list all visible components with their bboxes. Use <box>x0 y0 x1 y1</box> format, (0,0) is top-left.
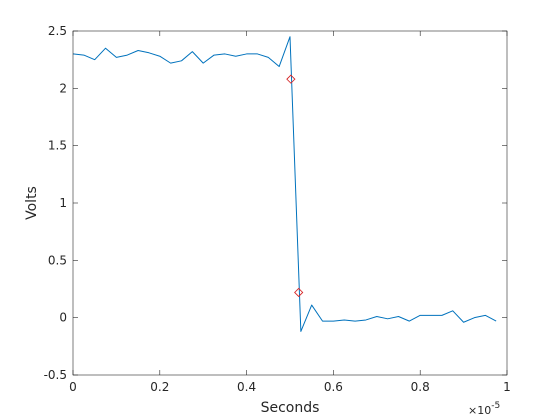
x-axis-label: Seconds <box>261 400 320 416</box>
x-tick-label: 0.8 <box>411 380 430 394</box>
y-tick-label: -0.5 <box>44 368 67 382</box>
y-tick-label: 2.5 <box>48 24 67 38</box>
x-tick-label: 0.4 <box>237 380 256 394</box>
diamond-marker <box>286 74 296 84</box>
y-tick-label: 0 <box>59 311 67 325</box>
y-tick-label: 2 <box>59 81 67 95</box>
x-tick-label: 0.2 <box>150 380 169 394</box>
x-exponent-base: ×10 <box>468 404 491 417</box>
series-line <box>72 36 497 332</box>
plot-area <box>73 31 507 375</box>
x-exponent-power: -5 <box>491 401 500 411</box>
x-tick-label: 0 <box>69 380 77 394</box>
marker-layer <box>286 74 304 298</box>
y-tick-label: 0.5 <box>48 253 67 267</box>
diamond-marker <box>294 287 304 298</box>
x-tick-label: 0.6 <box>324 380 343 394</box>
x-exponent-label: ×10-5 <box>468 401 500 417</box>
y-tick-label: 1.5 <box>48 139 67 153</box>
x-tick-label: 1 <box>503 380 511 394</box>
y-tick-label: 1 <box>59 196 67 210</box>
tick-layer: 0 0.2 0.4 0.6 0.8 1-0.500.511.522.5 <box>44 24 511 394</box>
series-layer <box>72 36 497 332</box>
y-axis-label: Volts <box>24 186 40 220</box>
